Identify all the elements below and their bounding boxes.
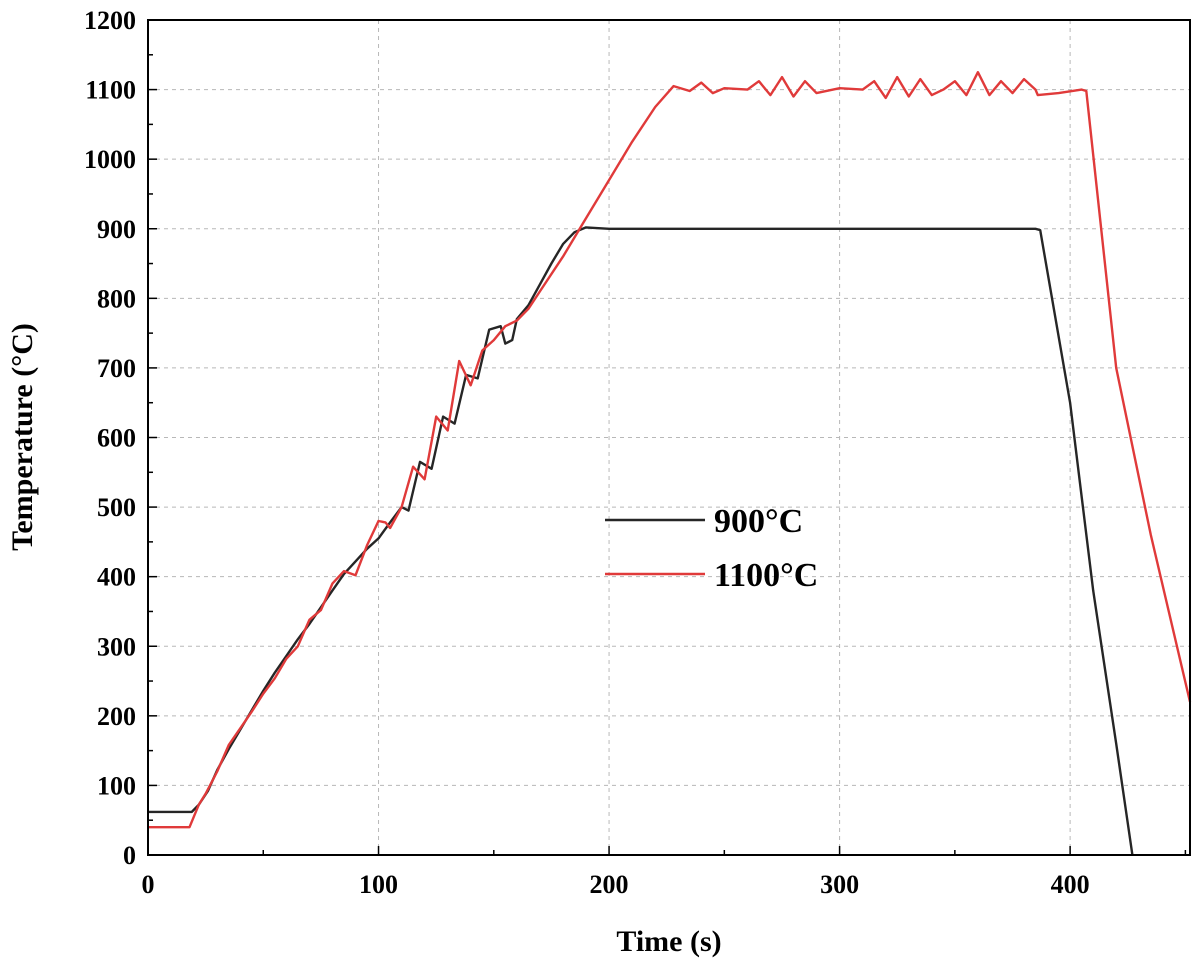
grid-lines <box>148 20 1190 855</box>
y-tick-label: 800 <box>97 284 136 313</box>
x-axis-title: Time (s) <box>616 925 721 958</box>
series-lines <box>148 71 1192 856</box>
x-tick-label: 100 <box>359 870 398 899</box>
y-tick-label: 300 <box>97 632 136 661</box>
y-tick-label: 0 <box>123 841 136 870</box>
x-tick-label: 200 <box>590 870 629 899</box>
legend-label-900: 900°C <box>714 503 803 540</box>
y-tick-label: 200 <box>97 702 136 731</box>
axis-ticks: 0 100 200 300 400 0 100 200 300 400 500 600 700 800 90… <box>84 6 1187 899</box>
series-line-900 <box>148 226 1134 856</box>
y-tick-label: 100 <box>97 771 136 800</box>
series-line-1100 <box>148 71 1192 829</box>
y-axis-title: Temperature (°C) <box>6 323 39 551</box>
legend-label-1100: 1100°C <box>714 557 818 594</box>
x-tick-label: 0 <box>142 870 155 899</box>
y-tick-label: 600 <box>97 424 136 453</box>
y-tick-label: 500 <box>97 493 136 522</box>
y-tick-label: 1000 <box>84 145 136 174</box>
legend: 900°C 1100°C <box>605 503 818 594</box>
y-tick-label: 700 <box>97 354 136 383</box>
y-tick-label: 900 <box>97 215 136 244</box>
x-tick-label: 400 <box>1051 870 1090 899</box>
y-tick-label: 1100 <box>85 76 136 105</box>
y-tick-label: 1200 <box>84 6 136 35</box>
y-tick-label: 400 <box>97 563 136 592</box>
x-tick-label: 300 <box>820 870 859 899</box>
